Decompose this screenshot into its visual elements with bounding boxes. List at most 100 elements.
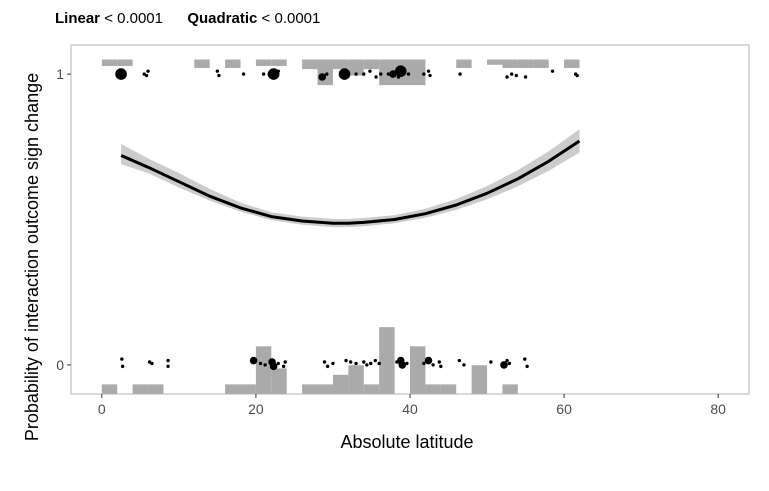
histogram-bottom-bar	[225, 384, 241, 394]
data-point	[379, 72, 383, 76]
data-point	[505, 358, 509, 363]
data-point	[276, 69, 280, 73]
histogram-top-bar	[410, 59, 426, 86]
data-point	[457, 358, 462, 363]
data-point	[373, 358, 378, 363]
y-tick-label: 0	[56, 357, 64, 373]
data-point	[424, 356, 433, 365]
model-significance-header: Linear < 0.0001 Quadratic < 0.0001	[55, 10, 320, 27]
data-point	[426, 69, 431, 73]
histogram-top-bar	[317, 59, 333, 86]
histogram-bottom-bar	[317, 384, 333, 394]
data-point	[431, 363, 435, 367]
data-point	[144, 73, 149, 78]
histogram-top-bar	[502, 59, 518, 68]
data-point	[120, 357, 124, 361]
data-point	[439, 364, 443, 369]
data-point	[281, 364, 286, 369]
data-point	[386, 72, 391, 76]
data-point	[215, 69, 220, 73]
data-point	[263, 363, 267, 367]
data-point	[523, 357, 527, 361]
histogram-bottom-bar	[410, 346, 426, 394]
data-point	[120, 75, 125, 79]
data-point	[115, 68, 127, 80]
fit-curve-line	[120, 139, 581, 225]
histogram-top-bar	[487, 59, 503, 65]
data-point	[325, 364, 330, 369]
data-point	[283, 360, 287, 364]
data-point	[362, 72, 366, 76]
confidence-band-layer	[121, 129, 580, 228]
linear-p-value: < 0.0001	[104, 10, 163, 27]
data-point	[150, 361, 154, 366]
histogram-top-bar	[363, 59, 380, 70]
data-point	[261, 72, 266, 76]
data-point	[507, 361, 512, 366]
data-point	[462, 363, 466, 367]
data-point	[489, 360, 493, 364]
data-point	[575, 73, 579, 78]
histogram-top-bar	[379, 59, 395, 86]
data-point	[505, 75, 509, 79]
data-point	[331, 361, 335, 366]
axes-layer: 0 20 40 60 80 0 1	[56, 66, 726, 417]
histogram-top-bar	[517, 59, 534, 68]
histogram-bottom-bar	[148, 384, 164, 394]
x-tick-label: 0	[98, 401, 106, 417]
histogram-bottom-bar	[255, 346, 272, 394]
linear-label: Linear	[55, 10, 101, 27]
x-tick-label: 40	[402, 401, 418, 417]
data-point	[398, 361, 407, 369]
data-point	[377, 361, 381, 366]
data-point	[374, 75, 378, 79]
histogram-bottom-bar	[332, 374, 349, 394]
data-point	[428, 73, 432, 78]
data-point	[394, 65, 407, 77]
data-point	[241, 72, 246, 76]
data-point	[406, 72, 411, 76]
points-layer	[115, 65, 579, 371]
data-point	[276, 361, 280, 366]
histogram-top-bar	[225, 59, 241, 68]
data-point	[249, 356, 258, 365]
data-point	[166, 364, 170, 369]
data-point	[422, 72, 426, 76]
data-point	[389, 70, 397, 78]
histogram-bottom-bar	[440, 384, 457, 394]
data-point	[344, 358, 348, 363]
data-point	[146, 69, 150, 73]
histogram-top-bar	[564, 59, 580, 68]
histogram-top-bar	[302, 59, 318, 70]
y-axis-label: Probability of interaction outcome sign …	[22, 73, 42, 441]
data-point	[365, 363, 369, 367]
histogram-top-bar	[101, 59, 118, 66]
x-tick-label: 60	[556, 401, 572, 417]
data-point	[348, 360, 353, 364]
histogram-bottom-bar	[363, 384, 380, 394]
data-point	[405, 361, 409, 366]
data-point	[437, 360, 441, 364]
histogram-bottom-bar	[101, 384, 118, 394]
data-point	[368, 69, 372, 73]
data-point	[338, 68, 351, 80]
histogram-bottom-bar	[471, 365, 488, 394]
quadratic-p-value: < 0.0001	[261, 10, 321, 27]
histogram-bottom-bar	[379, 327, 395, 394]
histogram-top-bar	[456, 59, 472, 68]
x-tick-label: 20	[248, 401, 264, 417]
histogram-bottom-bar	[271, 368, 287, 394]
histogram-top-bar	[255, 59, 272, 66]
histogram-bottom-bar	[502, 384, 518, 394]
x-axis-label: Absolute latitude	[340, 432, 473, 452]
x-tick-label: 80	[710, 401, 726, 417]
data-point	[422, 361, 426, 366]
data-point	[325, 72, 329, 76]
data-point	[500, 361, 508, 369]
data-point	[258, 361, 263, 366]
data-point	[458, 72, 462, 76]
fit-curve-layer	[120, 139, 581, 225]
data-point	[269, 362, 278, 371]
histogram-top-bar	[117, 59, 133, 66]
